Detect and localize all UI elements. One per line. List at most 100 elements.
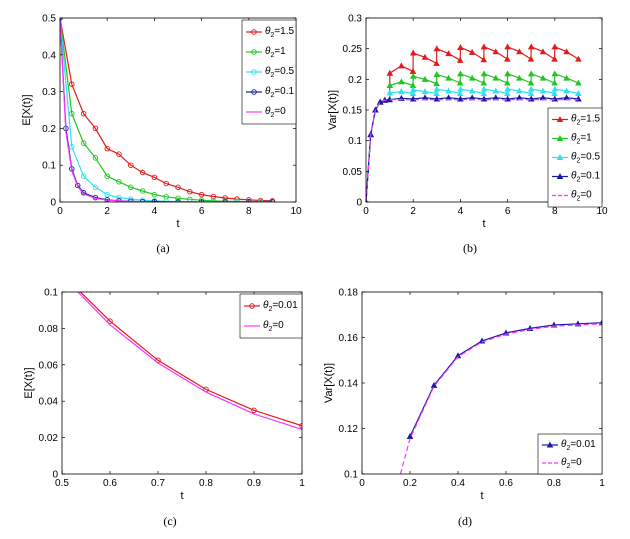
series-line-0 <box>366 45 579 202</box>
data-point <box>539 87 547 94</box>
data-point <box>251 407 257 414</box>
data-point <box>409 86 417 93</box>
data-point <box>69 110 75 117</box>
data-point <box>398 78 405 85</box>
data-point <box>527 90 535 96</box>
legend-marker <box>556 173 564 180</box>
series-line-1 <box>77 292 302 430</box>
legend: θ2=0.01 θ2=0 <box>537 433 603 475</box>
legend-marker <box>251 49 257 55</box>
legend-label: θ2=0 <box>263 320 284 333</box>
caption-c: (c) <box>163 514 176 528</box>
legend-marker <box>249 303 255 309</box>
data-point <box>433 71 441 77</box>
series-line-0 <box>409 322 602 437</box>
data-point <box>468 74 476 81</box>
x-tick-label: 2 <box>410 206 416 217</box>
data-point <box>504 85 511 92</box>
data-point <box>516 48 523 55</box>
data-point <box>504 79 511 86</box>
data-point <box>198 197 205 202</box>
data-point <box>139 188 146 194</box>
data-point <box>527 85 535 92</box>
data-point <box>468 48 476 55</box>
y-tick-label: 0.18 <box>339 288 359 299</box>
y-tick-label: 0 <box>50 198 56 209</box>
data-point <box>198 191 205 198</box>
legend-marker <box>251 89 257 95</box>
y-tick-label: 0.06 <box>39 360 59 371</box>
legend-label: θ2=0.01 <box>263 300 298 313</box>
x-tick-label: 4 <box>458 206 464 217</box>
data-point <box>551 90 558 96</box>
caption-b: (b) <box>463 241 477 255</box>
x-tick-label: 0 <box>57 206 63 217</box>
legend-label: θ2=0 <box>571 190 592 203</box>
y-tick-label: 0.02 <box>39 433 59 444</box>
legend-box <box>537 433 603 475</box>
data-point <box>409 72 417 79</box>
data-point <box>139 169 146 176</box>
data-point <box>575 79 582 86</box>
legend: θ2=0.01 θ2=0 <box>239 293 303 339</box>
x-tick-label: 8 <box>552 206 558 217</box>
x-axis-label: t <box>480 490 483 502</box>
plot-area <box>366 43 582 202</box>
x-tick-label: 2 <box>104 206 110 217</box>
data-point <box>222 195 228 201</box>
data-point <box>398 88 405 95</box>
data-point <box>175 184 181 191</box>
data-point <box>457 70 464 77</box>
data-point <box>480 90 488 96</box>
y-axis-label: Var[X(t)] <box>323 363 335 403</box>
y-tick-label: 0.15 <box>343 106 363 117</box>
data-point <box>527 55 535 62</box>
data-point <box>504 90 511 96</box>
data-point <box>492 87 500 94</box>
x-tick-label: 0 <box>363 206 369 217</box>
caption-a: (a) <box>156 241 169 255</box>
data-point <box>527 79 535 86</box>
legend-label: θ2=0.5 <box>571 152 601 165</box>
data-point <box>480 43 488 50</box>
axes-frame <box>61 291 303 475</box>
data-point <box>421 53 429 60</box>
data-point <box>116 151 122 157</box>
legend-marker <box>556 154 564 161</box>
data-point <box>468 87 476 94</box>
data-point <box>457 95 464 102</box>
x-tick-label: 1 <box>599 478 605 489</box>
data-point <box>92 125 99 132</box>
legend-marker <box>546 441 554 448</box>
data-point <box>92 184 99 191</box>
data-point <box>128 162 134 168</box>
y-tick-label: 0.2 <box>42 124 56 135</box>
series-line-1 <box>60 18 273 202</box>
data-point <box>433 90 440 96</box>
legend-label: θ2=1 <box>571 133 592 146</box>
series-line-1 <box>399 323 602 474</box>
data-point <box>163 180 169 187</box>
data-point <box>575 55 582 62</box>
series-line-2 <box>366 88 579 202</box>
y-tick-label: 0.08 <box>39 324 59 335</box>
legend-label: θ2=0 <box>561 457 582 470</box>
y-tick-label: 0.1 <box>44 288 58 299</box>
y-tick-label: 0.3 <box>42 87 56 98</box>
y-axis-label: Var[X(t)] <box>327 90 339 130</box>
data-point <box>116 194 122 201</box>
data-point <box>433 45 441 52</box>
data-point <box>480 56 488 63</box>
x-tick-label: 1 <box>299 478 305 489</box>
data-point <box>80 173 87 179</box>
x-tick-label: 10 <box>290 206 302 217</box>
data-point <box>457 44 464 50</box>
y-axis-label: E[X(t)] <box>23 367 35 398</box>
x-tick-label: 0.8 <box>199 478 213 489</box>
legend-label: θ2=0.5 <box>265 66 295 79</box>
data-point <box>80 190 87 196</box>
data-point <box>433 85 441 92</box>
legend: θ2=1.5 θ2=1 θ2=0.5 θ2=0.1 θ2=0 <box>241 19 297 125</box>
data-point <box>433 59 440 66</box>
data-point <box>551 43 559 50</box>
